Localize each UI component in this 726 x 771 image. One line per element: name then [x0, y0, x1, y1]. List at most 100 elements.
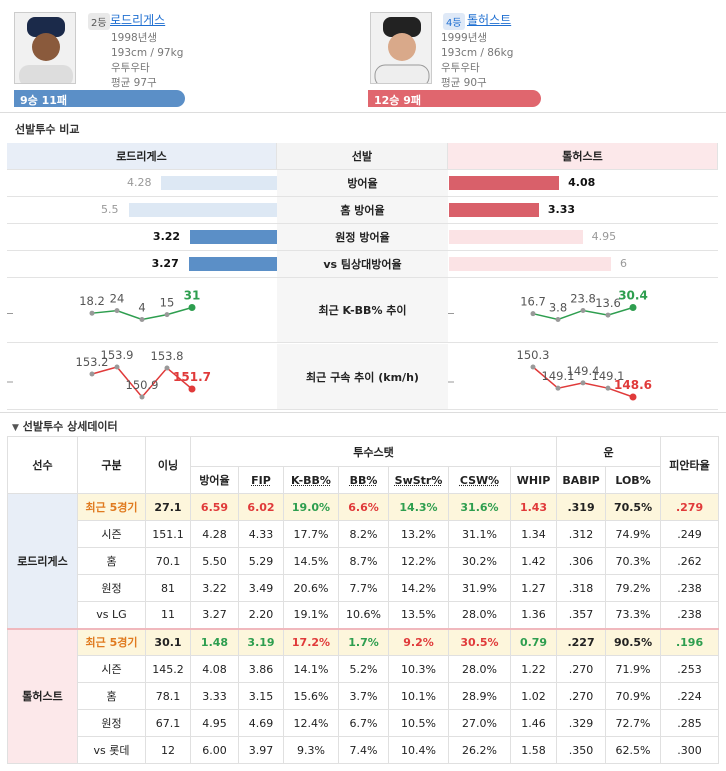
born: 1998년생 — [111, 32, 158, 44]
record-bar: 9승 11패 — [14, 90, 185, 107]
stat-cell: 3.7% — [338, 682, 389, 710]
stat-cell: 13.5% — [388, 601, 449, 629]
column-header: BB% — [338, 466, 389, 494]
trend-chart: 16.7 3.823.8 13.630.4 — [448, 289, 718, 343]
trend-point — [89, 310, 95, 316]
player-cell: 톨허스트 — [7, 628, 78, 764]
stat-cell: 3.22 — [190, 574, 239, 602]
trend-point — [114, 308, 120, 314]
stat-cell: .270 — [556, 655, 607, 683]
value-label: 6 — [620, 257, 627, 270]
stat-cell: 11 — [145, 601, 191, 629]
player-photo — [370, 12, 432, 84]
player-name[interactable]: 로드리게스 — [110, 13, 166, 27]
bar — [449, 203, 539, 217]
stat-cell: 0.79 — [509, 628, 558, 656]
point-label: 15 — [160, 296, 175, 310]
rank-badge: 4등 — [443, 13, 465, 30]
value-label: 3.33 — [547, 203, 576, 216]
value-label: 4.08 — [568, 176, 596, 189]
column-header: K-BB% — [283, 466, 339, 494]
stat-cell: 19.0% — [283, 493, 339, 521]
stat-cell: 62.5% — [605, 736, 662, 764]
split-cell: 최근 5경기 — [77, 493, 146, 521]
row-label: 홈 방어율 — [277, 197, 448, 224]
point-label: 150.9 — [126, 378, 159, 392]
trend-point — [114, 364, 120, 370]
stat-cell: 4.33 — [238, 520, 284, 548]
collapse-icon[interactable]: ▼ — [12, 423, 19, 433]
point-label: 149.1 — [592, 369, 625, 383]
row-label: 원정 방어율 — [277, 224, 448, 251]
point-label: 13.6 — [595, 296, 621, 310]
split-cell: vs 롯데 — [77, 736, 146, 764]
stat-cell: 74.9% — [605, 520, 662, 548]
split-cell: 원정 — [77, 709, 146, 737]
stat-cell: .285 — [660, 709, 720, 737]
trend-point — [530, 311, 536, 317]
column-header: SwStr% — [388, 466, 449, 494]
stat-cell: 3.15 — [238, 682, 284, 710]
trend-point — [188, 304, 196, 311]
row-label: vs 팀상대방어율 — [277, 251, 448, 278]
column-header: LOB% — [605, 466, 662, 494]
section-title: 선발투수 비교 — [15, 123, 80, 136]
stat-cell: .196 — [660, 628, 720, 656]
stat-cell: .318 — [556, 574, 607, 602]
stat-cell: 17.2% — [283, 628, 339, 656]
data-row: 원정 81 3.22 3.49 20.6% 7.7% 14.2% 31.9% 1.27.318 7… — [8, 574, 720, 602]
stat-cell: 31.9% — [448, 574, 511, 602]
stat-cell: .329 — [556, 709, 607, 737]
stat-cell: 90.5% — [605, 628, 662, 656]
stat-cell: 3.86 — [238, 655, 284, 683]
stat-cell: 15.6% — [283, 682, 339, 710]
point-label: 16.7 — [520, 295, 546, 309]
point-label: 31 — [184, 289, 201, 303]
bar — [188, 257, 277, 271]
trend-point — [164, 365, 170, 371]
stat-cell: 30.2% — [448, 547, 511, 575]
trend-point — [605, 385, 611, 391]
column-header: WHIP — [509, 466, 558, 494]
stat-cell: 4.69 — [238, 709, 284, 737]
stat-cell: 1.22 — [509, 655, 558, 683]
stat-cell: 19.1% — [283, 601, 339, 629]
stat-cell: 12 — [145, 736, 191, 764]
stat-cell: 28.9% — [448, 682, 511, 710]
stat-cell: 12.2% — [388, 547, 449, 575]
stat-cell: 13.2% — [388, 520, 449, 548]
stat-cell: 4.28 — [190, 520, 239, 548]
column-header: FIP — [238, 466, 284, 494]
hand: 우투우타 — [111, 62, 150, 74]
stat-cell: 1.34 — [509, 520, 558, 548]
point-label: 30.4 — [618, 289, 648, 303]
stat-cell: .249 — [660, 520, 720, 548]
bar — [161, 176, 277, 190]
trend-point — [188, 385, 196, 393]
stat-cell: 28.0% — [448, 655, 511, 683]
stat-cell: 27.1 — [145, 493, 191, 521]
value-label: 5.5 — [101, 203, 119, 216]
header-row: 방어율 FIP K-BB% BB% SwStr% CSW% WHIP BABIP LOB% — [8, 466, 719, 494]
stat-cell: 7.7% — [338, 574, 389, 602]
stat-cell: 1.36 — [509, 601, 558, 629]
rank-badge: 2등 — [88, 13, 110, 30]
stat-cell: 1.02 — [509, 682, 558, 710]
stat-cell: 73.3% — [605, 601, 662, 629]
split-cell: 시즌 — [77, 520, 146, 548]
stat-cell: 70.1 — [145, 547, 191, 575]
divider — [0, 412, 726, 413]
value-label: 4.95 — [591, 230, 617, 243]
header-cell: 선수 — [7, 436, 78, 494]
trend-point — [555, 317, 561, 322]
point-label: 150.3 — [517, 348, 550, 362]
stat-cell: .300 — [660, 736, 720, 764]
bar — [128, 203, 277, 217]
stat-cell: 14.1% — [283, 655, 339, 683]
compare-cell: 3.33 — [448, 197, 718, 224]
data-row: 홈 70.1 5.50 5.29 14.5% 8.7% 12.2% 30.2% 1.42.306… — [8, 547, 720, 575]
section-header[interactable]: ▼ 선발투수 상세데이터 — [12, 418, 118, 434]
born: 1999년생 — [441, 32, 488, 44]
stat-cell: .319 — [556, 493, 607, 521]
player-name[interactable]: 톨허스트 — [467, 13, 512, 27]
